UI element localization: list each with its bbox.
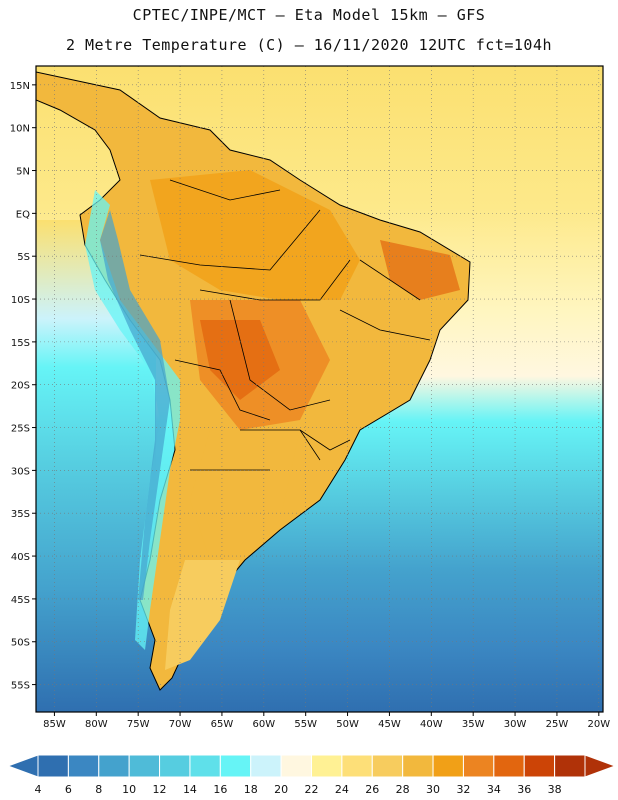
lon-label: 65W [211,719,234,730]
colorbar-label: 22 [305,783,319,796]
colorbar-segment [37,754,69,778]
lon-label: 55W [294,719,317,730]
lat-label: 55S [11,681,30,692]
colorbar-label: 6 [65,783,72,796]
lat-label: 15S [11,338,30,349]
colorbar-min-arrow [6,754,39,778]
colorbar-label: 16 [213,783,227,796]
longitude-labels: 85W 80W 75W 70W 65W 60W 55W 50W 45W 40W 35W 30W 25W 2… [43,712,610,730]
colorbar: 4 6 8 10 12 14 16 18 20 22 24 26 28 30 32 34 36 38 [6,754,617,796]
colorbar-label: 10 [122,783,136,796]
map-field [36,66,603,712]
colorbar-segment [402,754,434,778]
lon-label: 60W [252,719,275,730]
colorbar-segment [250,754,282,778]
lon-label: 45W [378,719,401,730]
colorbar-segment [432,754,464,778]
colorbar-label: 18 [244,783,258,796]
lon-label: 35W [462,719,485,730]
colorbar-label: 26 [365,783,379,796]
lat-label: 20S [11,381,30,392]
colorbar-segment [462,754,495,778]
lat-label: 5S [17,252,30,263]
lat-label: EQ [16,209,30,220]
colorbar-label: 34 [487,783,501,796]
map-frame [35,65,604,713]
colorbar-label: 14 [183,783,197,796]
colorbar-label: 28 [396,783,410,796]
lat-label: 40S [11,552,30,563]
colorbar-label: 8 [95,783,102,796]
lon-label: 75W [127,719,150,730]
colorbar-max-arrow [584,754,617,778]
lat-label: 45S [11,595,30,606]
colorbar-label: 20 [274,783,288,796]
colorbar-segment [159,754,191,778]
colorbar-label: 12 [153,783,167,796]
colorbar-label: 32 [456,783,470,796]
colorbar-segment [554,754,586,778]
colorbar-label: 38 [548,783,562,796]
colorbar-segment [341,754,373,778]
lat-label: 15N [10,81,30,92]
lat-label: 30S [11,466,30,477]
colorbar-segment [311,754,343,778]
lon-label: 85W [43,719,66,730]
lon-label: 25W [546,719,569,730]
lon-label: 30W [504,719,527,730]
colorbar-segment [280,754,313,778]
colorbar-label: 30 [426,783,440,796]
latitude-labels: 15N 10N 5N EQ 5S 10S 15S 20S 25S 30S 35S 40S 45S 50S 5… [10,81,36,692]
colorbar-segment [219,754,252,778]
colorbar-segment [128,754,161,778]
map-title: CPTEC/INPE/MCT – Eta Model 15km – GFS [132,6,486,24]
grid-lines [36,66,603,712]
colorbar-label: 36 [517,783,531,796]
lat-label: 10N [10,124,30,135]
colorbar-segment [493,754,525,778]
lat-label: 50S [11,638,30,649]
colorbar-segment [67,754,100,778]
colorbar-label: 4 [35,783,42,796]
colorbar-segment [189,754,221,778]
lat-label: 25S [11,424,30,435]
map-subtitle: 2 Metre Temperature (C) – 16/11/2020 12U… [65,36,553,54]
lat-label: 5N [16,167,30,178]
lat-label: 35S [11,509,30,520]
colorbar-segment [371,754,404,778]
lon-label: 40W [420,719,443,730]
colorbar-label: 24 [335,783,349,796]
lon-label: 70W [169,719,192,730]
lon-label: 80W [85,719,108,730]
lat-label: 10S [11,295,30,306]
lon-label: 50W [336,719,359,730]
colorbar-segment [98,754,130,778]
colorbar-segment [523,754,556,778]
lon-label: 20W [587,719,610,730]
